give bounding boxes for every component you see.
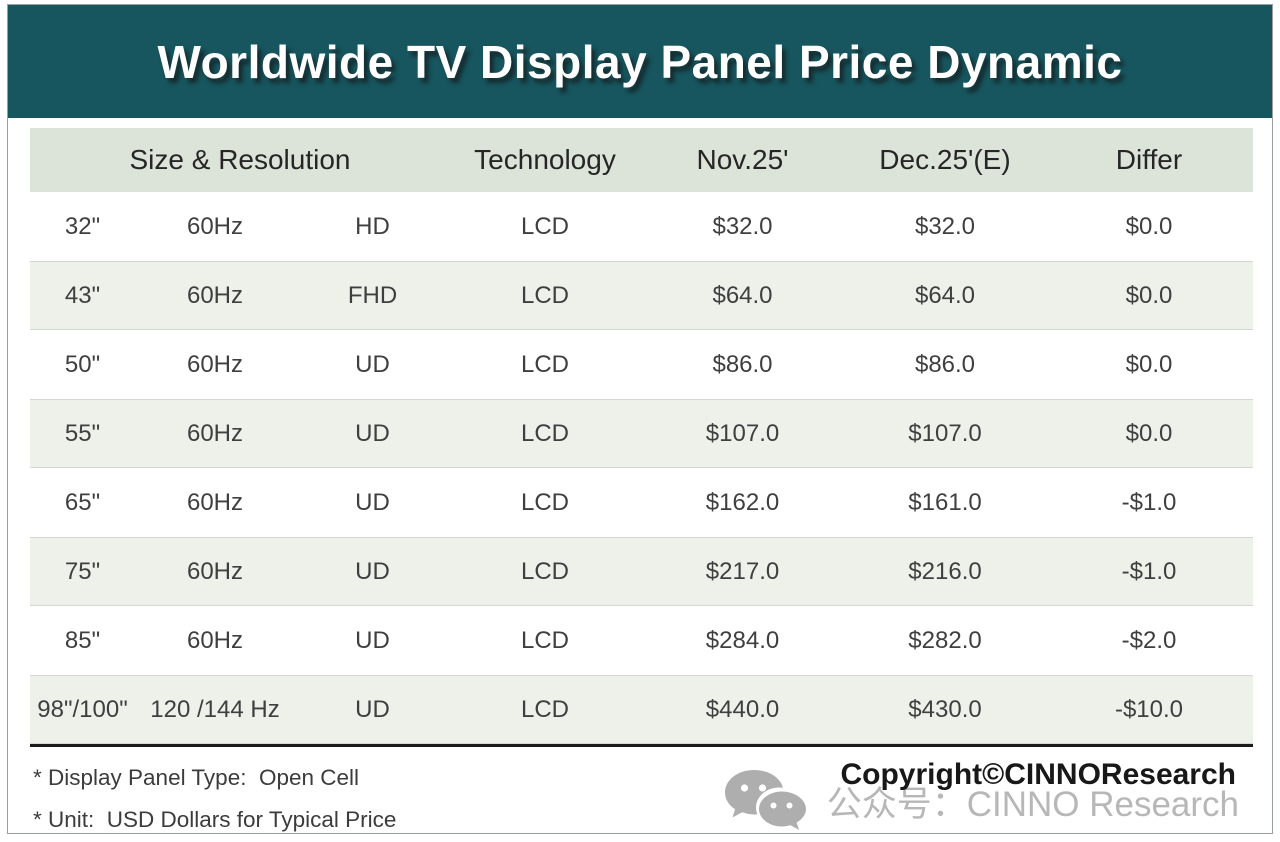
footer: * Display Panel Type: Open Cell * Unit: … [8, 752, 1272, 833]
cell-size: 50" [64, 350, 101, 378]
table-row: 65" 60Hz UD LCD $162.0 $161.0 -$1.0 [30, 468, 1253, 537]
table-row: 32" 60Hz HD LCD $32.0 $32.0 $0.0 [30, 192, 1253, 261]
cell-resolution: UD [355, 557, 390, 585]
cell-nov: $217.0 [705, 557, 780, 585]
cell-resolution: UD [355, 419, 390, 447]
cell-dec: $282.0 [908, 626, 982, 654]
header-nov: Nov.25' [696, 144, 789, 175]
cell-differ: $0.0 [1125, 350, 1173, 378]
cell-nov: $440.0 [705, 695, 780, 723]
cell-resolution: FHD [347, 281, 398, 309]
header-size-resolution: Size & Resolution [129, 144, 351, 175]
cell-refresh: 120 /144 Hz [150, 695, 280, 723]
table-row: 43" 60Hz FHD LCD $64.0 $64.0 $0.0 [30, 261, 1253, 330]
cell-technology: LCD [520, 212, 569, 240]
footnote-unit: * Unit: USD Dollars for Typical Price [33, 807, 397, 832]
table-body: 32" 60Hz HD LCD $32.0 $32.0 $0.0 43" 60Hz FHD LCD $… [30, 192, 1253, 744]
cell-dec: $161.0 [908, 488, 982, 516]
cell-resolution: UD [355, 488, 390, 516]
wechat-watermark: 公众号：CINNO Research [723, 768, 1239, 834]
cell-nov: $107.0 [705, 419, 780, 447]
copyright-text: Copyright©CINNOResearch [840, 758, 1236, 791]
cell-technology: LCD [520, 695, 569, 723]
table-row: 55" 60Hz UD LCD $107.0 $107.0 $0.0 [30, 399, 1253, 468]
table-row: 75" 60Hz UD LCD $217.0 $216.0 -$1.0 [30, 537, 1253, 606]
wechat-icon [724, 770, 806, 830]
cell-refresh: 60Hz [186, 419, 244, 447]
cell-dec: $64.0 [914, 281, 976, 309]
title-banner: Worldwide TV Display Panel Price Dynamic [8, 5, 1272, 118]
table-row: 50" 60Hz UD LCD $86.0 $86.0 $0.0 [30, 330, 1253, 399]
cell-size: 75" [64, 557, 101, 585]
header-technology: Technology [474, 144, 616, 175]
table-row: 98"/100" 120 /144 Hz UD LCD $440.0 $430.0 -$10… [30, 675, 1253, 744]
cell-size: 43" [64, 281, 101, 309]
cell-dec: $430.0 [908, 695, 982, 723]
cell-size: 85" [64, 626, 101, 654]
cell-nov: $64.0 [712, 281, 773, 309]
cell-refresh: 60Hz [186, 626, 244, 654]
cell-size: 55" [64, 419, 101, 447]
cell-resolution: UD [355, 695, 390, 723]
cell-technology: LCD [520, 350, 569, 378]
cell-nov: $284.0 [705, 626, 780, 654]
cell-nov: $86.0 [712, 350, 773, 378]
cell-differ: -$2.0 [1121, 626, 1177, 654]
cell-refresh: 60Hz [186, 557, 244, 585]
cell-size: 65" [64, 488, 101, 516]
cell-dec: $216.0 [908, 557, 982, 585]
cell-technology: LCD [520, 488, 569, 516]
cell-size: 32" [64, 212, 101, 240]
table-header-row: Size & Resolution Technology Nov.25' Dec… [30, 128, 1253, 192]
price-table: Size & Resolution Technology Nov.25' Dec… [30, 128, 1253, 747]
cell-resolution: UD [355, 626, 390, 654]
page-frame: Worldwide TV Display Panel Price Dynamic… [7, 4, 1273, 834]
cell-refresh: 60Hz [186, 212, 244, 240]
cell-technology: LCD [520, 419, 569, 447]
cell-dec: $107.0 [908, 419, 982, 447]
cell-differ: $0.0 [1125, 419, 1173, 447]
cell-refresh: 60Hz [186, 281, 244, 309]
cell-differ: $0.0 [1125, 212, 1173, 240]
cell-size: 98"/100" [37, 695, 128, 723]
cell-differ: -$1.0 [1121, 557, 1177, 585]
cell-nov: $32.0 [712, 212, 773, 240]
page-title: Worldwide TV Display Panel Price Dynamic [157, 35, 1123, 88]
cell-technology: LCD [520, 281, 569, 309]
cell-refresh: 60Hz [186, 488, 244, 516]
header-differ: Differ [1115, 144, 1183, 175]
footnote-panel-type: * Display Panel Type: Open Cell [33, 765, 360, 790]
table-row: 85" 60Hz UD LCD $284.0 $282.0 -$2.0 [30, 606, 1253, 675]
cell-dec: $86.0 [914, 350, 976, 378]
cell-differ: -$10.0 [1114, 695, 1184, 723]
cell-nov: $162.0 [705, 488, 780, 516]
cell-differ: $0.0 [1125, 281, 1173, 309]
header-dec: Dec.25'(E) [879, 144, 1011, 175]
cell-technology: LCD [520, 626, 569, 654]
cell-differ: -$1.0 [1121, 488, 1177, 516]
cell-refresh: 60Hz [186, 350, 244, 378]
watermark-text: 公众号：CINNO Research [826, 784, 1239, 824]
cell-technology: LCD [520, 557, 569, 585]
cell-dec: $32.0 [914, 212, 976, 240]
footnotes: * Display Panel Type: Open Cell * Unit: … [33, 757, 396, 841]
cell-resolution: HD [355, 212, 390, 240]
cell-resolution: UD [355, 350, 390, 378]
